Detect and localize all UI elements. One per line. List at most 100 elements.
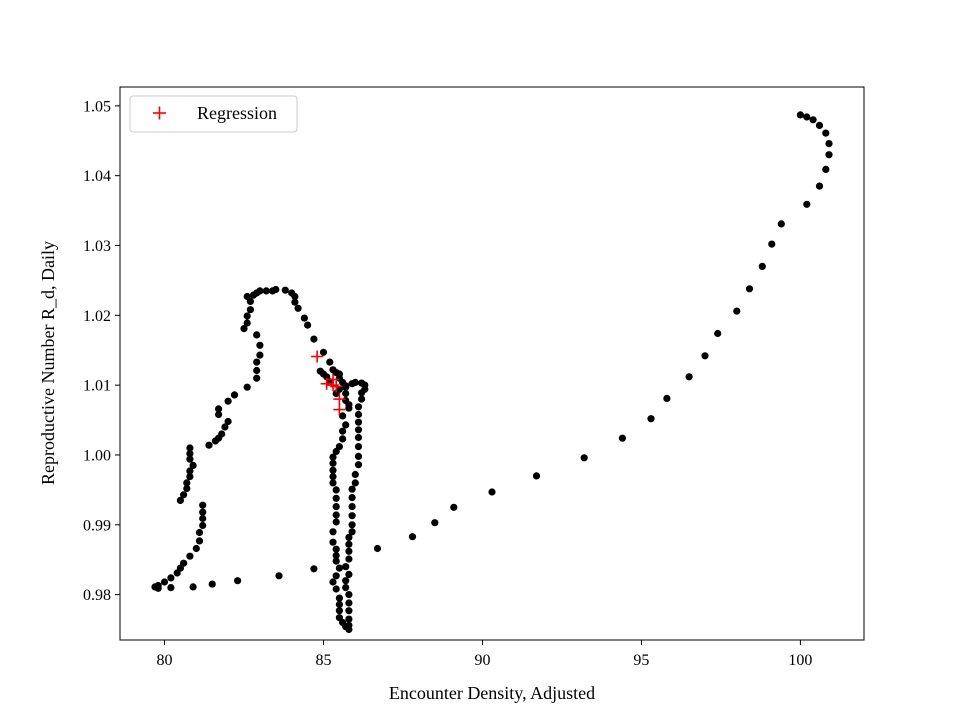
data-point — [532, 472, 541, 480]
data-point — [224, 397, 232, 405]
legend-box — [129, 95, 298, 133]
data-point — [354, 433, 363, 442]
data-point — [345, 615, 353, 623]
data-point — [342, 584, 350, 592]
data-point — [815, 121, 824, 129]
data-point — [345, 547, 353, 555]
data-point — [580, 454, 588, 462]
data-point — [243, 319, 251, 327]
data-point — [199, 521, 207, 530]
data-point — [354, 443, 363, 451]
data-point — [205, 441, 213, 449]
y-tick-label: 1.04 — [83, 168, 111, 185]
data-point — [186, 473, 194, 481]
data-point — [335, 594, 343, 602]
data-point — [154, 581, 162, 590]
data-point — [199, 514, 207, 523]
y-tick-label: 1.03 — [83, 238, 111, 255]
data-point — [351, 470, 359, 479]
data-point — [300, 314, 308, 322]
data-point — [310, 335, 318, 343]
data-point — [186, 450, 194, 458]
data-point — [342, 389, 350, 398]
data-point — [332, 518, 340, 526]
data-point — [272, 285, 280, 294]
data-point — [342, 421, 350, 429]
y-axis-label: Reproductive Number R_d, Daily — [38, 241, 58, 485]
data-point — [291, 292, 299, 301]
data-point — [348, 380, 356, 388]
data-point — [768, 240, 776, 248]
data-point — [663, 394, 671, 402]
data-point — [345, 570, 353, 579]
data-point — [329, 459, 337, 467]
data-point — [167, 574, 175, 582]
data-point — [339, 435, 347, 443]
data-point — [332, 389, 340, 398]
data-point — [332, 585, 340, 593]
data-point — [195, 537, 204, 545]
data-point — [345, 621, 353, 629]
data-point — [215, 405, 223, 413]
data-point — [332, 551, 340, 560]
data-point — [335, 600, 343, 609]
data-point — [332, 557, 340, 565]
regression-point — [311, 350, 324, 363]
x-tick-label: 95 — [633, 652, 649, 669]
data-point — [180, 491, 188, 499]
data-point — [822, 129, 830, 137]
data-point — [329, 538, 337, 546]
data-point — [358, 379, 366, 387]
data-point — [326, 358, 334, 366]
data-point — [332, 447, 340, 456]
data-point — [160, 578, 169, 586]
x-axis-label: Encounter Density, Adjusted — [389, 683, 595, 703]
data-point — [335, 564, 343, 572]
data-point — [167, 584, 175, 592]
data-point — [199, 501, 207, 509]
data-point — [345, 533, 353, 542]
x-tick-label: 100 — [788, 652, 812, 669]
data-point — [348, 485, 356, 493]
data-point — [253, 358, 261, 366]
data-point — [408, 533, 417, 541]
data-point — [373, 544, 382, 553]
data-point — [329, 466, 337, 474]
data-point — [294, 304, 302, 312]
data-point — [796, 111, 805, 119]
y-tick-label: 0.99 — [83, 517, 111, 534]
data-point — [186, 455, 194, 463]
y-axis-ticks: 0.98 0.99 1.00 1.01 1.02 1.03 1.04 1.05 — [83, 98, 120, 604]
data-point — [189, 461, 197, 469]
data-point — [358, 395, 366, 403]
data-point — [701, 352, 709, 360]
data-point — [348, 521, 356, 529]
data-point — [253, 374, 261, 382]
data-point — [354, 452, 363, 460]
data-point — [329, 528, 337, 536]
x-tick-label: 85 — [315, 652, 331, 669]
data-point — [332, 486, 340, 494]
data-point — [332, 511, 340, 519]
legend-regression-marker — [153, 106, 166, 120]
data-point — [304, 321, 312, 329]
data-point — [256, 341, 264, 349]
data-point — [345, 591, 353, 599]
data-point — [488, 488, 496, 496]
data-point — [195, 528, 204, 537]
data-point — [647, 415, 655, 423]
data-point — [825, 151, 833, 159]
data-point — [348, 503, 356, 511]
data-point — [316, 367, 324, 375]
data-point — [354, 426, 363, 434]
data-point — [348, 528, 356, 536]
data-point — [815, 182, 824, 190]
regression-point — [333, 393, 346, 406]
data-point — [199, 508, 207, 516]
data-point — [803, 113, 811, 121]
data-point — [351, 479, 359, 487]
data-point — [329, 479, 337, 487]
data-point — [262, 287, 270, 295]
regression-point — [330, 380, 343, 393]
